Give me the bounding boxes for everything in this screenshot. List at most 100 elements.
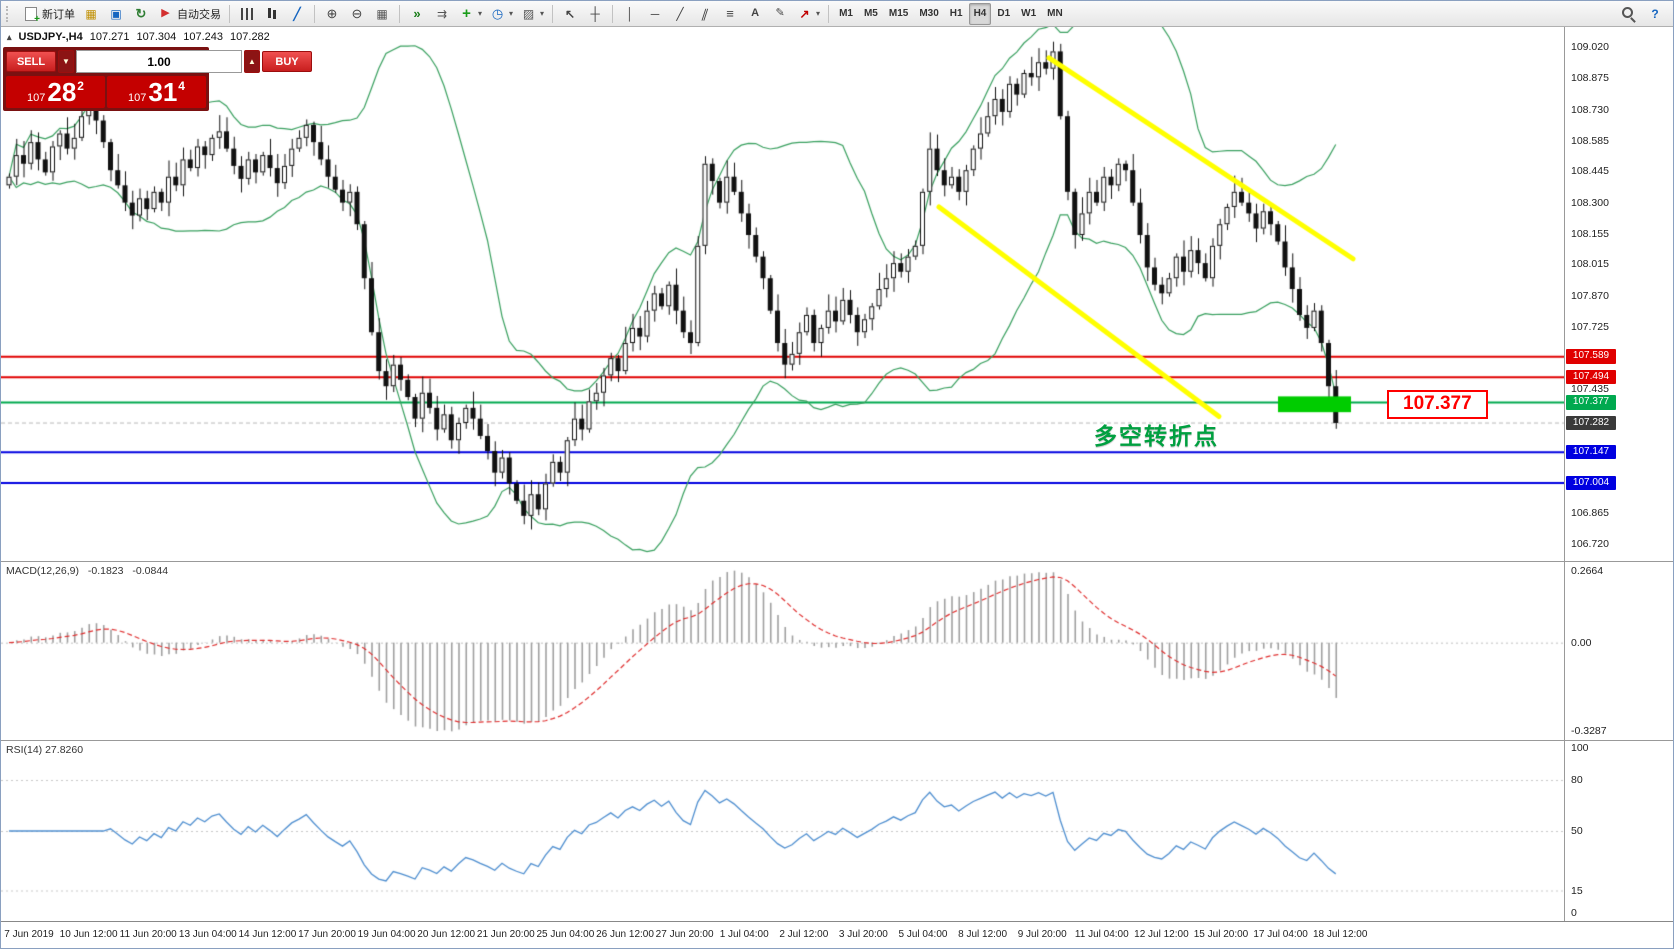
new-order-button[interactable]: 新订单 [19,3,78,25]
time-axis-label: 18 Jul 12:00 [1312,929,1368,940]
macd-label: MACD(12,26,9) -0.1823 -0.0844 [6,565,174,577]
price-scale[interactable]: 109.020 108.875 108.730 108.585 108.445 108.3… [1564,27,1673,561]
indicator-icon [458,6,475,22]
vertical-line-button[interactable] [618,3,642,25]
macd-name: MACD(12,26,9) [6,565,79,577]
equidistant-channel-button[interactable] [693,3,717,25]
tf-mn-button[interactable]: MN [1042,3,1068,25]
clock-icon [489,6,506,22]
one-click-prices: 107 28 2 107 31 4 [6,76,206,108]
lot-size-input[interactable] [76,50,242,73]
time-axis-label: 3 Jul 20:00 [838,929,888,940]
label-button[interactable] [768,3,792,25]
time-axis-label: 9 Jul 20:00 [1017,929,1067,940]
templates-button[interactable] [517,3,547,25]
candlestick-chart-button[interactable] [260,3,284,25]
bar-chart-button[interactable] [235,3,259,25]
ohlc-open: 107.271 [89,31,130,43]
macd-canvas[interactable] [1,562,1565,740]
horizontal-line-button[interactable] [643,3,667,25]
ohlc-low: 107.243 [183,31,224,43]
tf-h1-button[interactable]: H1 [945,3,968,25]
price-tick-label: 108.730 [1571,103,1609,116]
text-icon [747,6,764,22]
pivot-price-label[interactable]: 107.377 [1387,390,1488,419]
tf-m15-button[interactable]: M15 [884,3,913,25]
tf-m1-button[interactable]: M1 [834,3,858,25]
rsi-level-label: 15 [1571,884,1583,897]
zoom-in-button[interactable] [320,3,344,25]
price-chart-canvas[interactable] [1,27,1565,561]
macd-main-value: -0.1823 [87,565,124,577]
data-window-button[interactable] [104,3,128,25]
tf-w1-button[interactable]: W1 [1016,3,1041,25]
strategy-tester-button[interactable] [129,3,153,25]
arrows-button[interactable] [793,3,823,25]
macd-signal-value: -0.0844 [132,565,169,577]
support-line-1-badge: 107.147 [1566,444,1616,460]
current-price-badge: 107.282 [1566,415,1616,431]
buy-button[interactable]: BUY [262,51,312,72]
auto-scroll-button[interactable] [405,3,429,25]
symbol-header: USDJPY-,H4 107.271 107.304 107.243 107.2… [7,31,270,43]
help-button[interactable] [1643,3,1667,25]
time-axis-label: 15 Jul 20:00 [1193,929,1249,940]
macd-scale-bottom: -0.3287 [1571,725,1607,737]
tile-windows-button[interactable] [370,3,394,25]
time-axis-label: 26 Jun 12:00 [596,929,654,940]
buy-price-point: 4 [178,79,185,93]
chart-shift-button[interactable] [430,3,454,25]
data-window-icon [108,6,125,22]
tf-d1-button[interactable]: D1 [992,3,1015,25]
macd-panel: MACD(12,26,9) -0.1823 -0.0844 0.2664 0.00… [1,561,1673,740]
lot-increase-button[interactable] [244,50,260,73]
arrow-style-icon [796,6,813,22]
toolbar-grip[interactable] [6,5,12,22]
zoom-out-button[interactable] [345,3,369,25]
toolbar-separator [314,4,315,23]
tf-h1-button-label: H1 [949,8,963,19]
dropdown-caret-icon [816,9,820,18]
periods-button[interactable] [486,3,516,25]
price-tick-label: 108.875 [1571,72,1609,85]
pivot-note-text[interactable]: 多空转折点 [1094,423,1219,449]
lot-decrease-button[interactable] [58,50,74,73]
rsi-canvas[interactable] [1,741,1565,921]
crosshair-icon [587,6,604,22]
tf-mn-button-label: MN [1047,8,1063,19]
tf-m5-button-label: M5 [863,8,878,19]
dropdown-caret-icon [478,9,482,18]
fibonacci-button[interactable] [718,3,742,25]
sell-button[interactable]: SELL [6,51,56,72]
ohlc-high: 107.304 [136,31,177,43]
autotrading-button[interactable]: 自动交易 [154,3,224,25]
toolbar-separator [828,4,830,23]
time-axis-label: 2 Jul 12:00 [779,929,829,940]
crosshair-button[interactable] [583,3,607,25]
sell-price-display[interactable]: 107 28 2 [6,76,105,108]
one-click-controls: SELL BUY [6,50,312,73]
symbol-name: USDJPY-,H4 [18,31,83,43]
market-watch-button[interactable] [79,3,103,25]
question-icon [1647,6,1664,22]
indicators-button[interactable] [455,3,485,25]
tf-h4-button[interactable]: H4 [968,2,992,25]
macd-scale[interactable]: 0.2664 0.00 -0.3287 [1564,562,1673,740]
price-tick-label: 108.445 [1571,165,1609,178]
rsi-scale[interactable]: 100 80 50 15 0 [1564,741,1673,921]
rsi-label: RSI(14) 27.8260 [6,744,84,756]
tf-m30-button[interactable]: M30 [914,3,943,25]
tf-m5-button[interactable]: M5 [859,3,883,25]
new-order-button-label: 新订单 [42,8,75,21]
tile-icon [374,6,391,22]
time-axis[interactable]: 7 Jun 2019 10 Jun 12:00 11 Jun 20:00 13 Jun… [1,921,1673,948]
trendline-button[interactable] [668,3,692,25]
cursor-icon [562,6,579,22]
market-watch-icon [83,6,100,22]
buy-price-display[interactable]: 107 31 4 [107,76,206,108]
cursor-button[interactable] [558,3,582,25]
text-button[interactable] [743,3,767,25]
search-button[interactable] [1617,3,1641,25]
time-axis-label: 17 Jun 20:00 [298,929,356,940]
line-chart-button[interactable] [285,3,309,25]
